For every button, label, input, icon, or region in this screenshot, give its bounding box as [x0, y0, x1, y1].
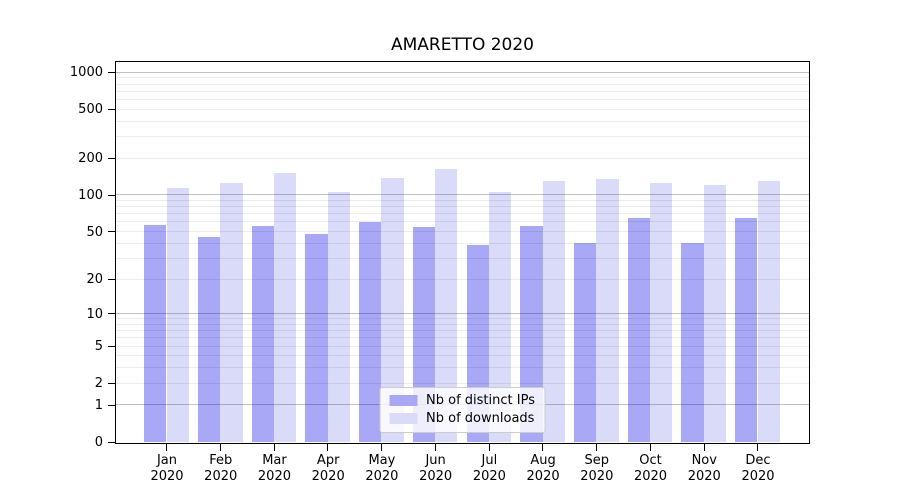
y-tick-label-2: 2 [94, 376, 103, 392]
y-tick-200 [108, 157, 115, 159]
x-tick-feb [219, 444, 221, 451]
bar-downloads-sep [596, 179, 619, 442]
legend-swatch-distinct-ips [389, 395, 418, 406]
x-tick-label-jun: Jun 2020 [419, 453, 453, 484]
bar-downloads-jun [435, 168, 458, 442]
x-tick-label-jul: Jul 2020 [472, 453, 506, 484]
x-tick-dec [757, 444, 759, 451]
x-tick-label-may: May 2020 [365, 453, 399, 484]
x-tick-jul [488, 444, 490, 451]
x-tick-aug [542, 444, 544, 451]
bar-distinct-ips-dec [735, 217, 758, 442]
bar-distinct-ips-apr [305, 233, 328, 442]
bar-downloads-mar [273, 173, 297, 442]
y-tick-1000 [108, 71, 115, 73]
legend-swatch-downloads [389, 413, 418, 424]
y-tick-label-0: 0 [94, 435, 103, 450]
y-tick-label-200: 200 [78, 151, 103, 167]
bar-downloads-jan [166, 187, 189, 442]
x-tick-may [381, 444, 383, 451]
y-tick-100 [108, 194, 115, 196]
x-tick-label-nov: Nov 2020 [687, 453, 721, 484]
y-tick-0 [108, 441, 115, 443]
bar-distinct-ips-jan [144, 224, 167, 442]
legend-label-distinct-ips: Nb of distinct IPs [426, 393, 535, 408]
y-tick-label-500: 500 [78, 102, 103, 118]
bar-downloads-jul [488, 192, 512, 442]
y-tick-2 [108, 382, 115, 384]
bar-distinct-ips-nov [681, 243, 704, 442]
x-tick-apr [327, 444, 329, 451]
y-tick-label-50: 50 [86, 224, 103, 240]
x-tick-nov [703, 444, 705, 451]
x-tick-label-oct: Oct 2020 [633, 453, 668, 484]
legend-item-downloads: Nb of downloads [389, 411, 535, 426]
y-tick-500 [108, 108, 115, 110]
x-tick-label-aug: Aug 2020 [526, 453, 560, 484]
y-tick-label-100: 100 [78, 187, 103, 203]
y-tick-10 [108, 313, 115, 315]
bar-downloads-may [381, 177, 404, 442]
bar-distinct-ips-may [359, 221, 382, 442]
y-tick-label-1000: 1000 [69, 65, 103, 81]
bar-distinct-ips-feb [197, 237, 221, 442]
y-tick-50 [108, 231, 115, 233]
y-tick-label-5: 5 [94, 339, 103, 355]
bar-downloads-dec [757, 181, 780, 442]
x-tick-jan [166, 444, 168, 451]
bar-downloads-oct [650, 182, 673, 442]
plot-area: Nb of distinct IPs Nb of downloads [115, 61, 810, 444]
bar-downloads-feb [220, 182, 243, 442]
chart-title: AMARETTO 2020 [391, 35, 534, 55]
legend-item-distinct-ips: Nb of distinct IPs [389, 393, 535, 408]
x-tick-label-mar: Mar 2020 [257, 453, 291, 484]
y-tick-label-10: 10 [86, 306, 103, 322]
bar-distinct-ips-mar [251, 225, 274, 442]
bar-downloads-aug [542, 181, 565, 442]
x-tick-label-dec: Dec 2020 [741, 453, 775, 484]
x-tick-sep [596, 444, 598, 451]
y-tick-1 [108, 404, 115, 406]
bar-downloads-apr [327, 192, 350, 442]
bar-distinct-ips-oct [627, 217, 651, 442]
x-tick-mar [273, 444, 275, 451]
x-tick-jun [434, 444, 436, 451]
y-tick-label-20: 20 [86, 272, 103, 288]
y-tick-5 [108, 345, 115, 347]
x-tick-label-apr: Apr 2020 [311, 453, 345, 484]
x-tick-label-sep: Sep 2020 [580, 453, 614, 484]
bar-downloads-nov [703, 185, 727, 442]
legend: Nb of distinct IPs Nb of downloads [379, 387, 546, 433]
y-tick-20 [108, 278, 115, 280]
x-tick-label-jan: Jan 2020 [150, 453, 184, 484]
bar-distinct-ips-sep [574, 243, 597, 442]
x-tick-oct [649, 444, 651, 451]
x-tick-label-feb: Feb 2020 [204, 453, 238, 484]
y-tick-label-1: 1 [94, 397, 103, 413]
legend-label-downloads: Nb of downloads [426, 411, 535, 426]
bars-layer [116, 62, 809, 443]
